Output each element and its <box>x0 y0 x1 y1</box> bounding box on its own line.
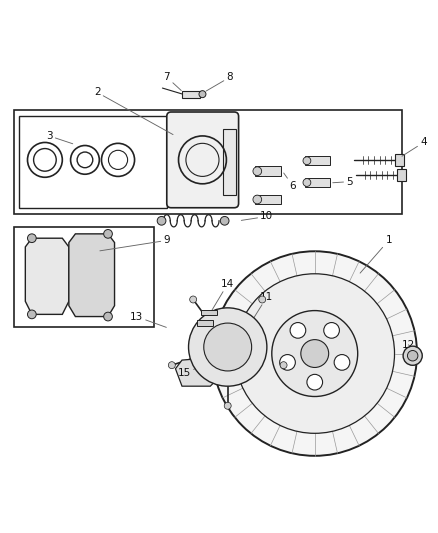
FancyBboxPatch shape <box>182 91 200 98</box>
Text: 13: 13 <box>130 312 166 327</box>
FancyBboxPatch shape <box>305 178 329 187</box>
Circle shape <box>212 251 417 456</box>
FancyBboxPatch shape <box>397 169 406 181</box>
Circle shape <box>188 308 267 386</box>
Text: 6: 6 <box>284 173 296 191</box>
Text: 5: 5 <box>333 176 353 187</box>
Circle shape <box>303 157 311 165</box>
Circle shape <box>272 311 358 397</box>
Circle shape <box>253 167 261 175</box>
Circle shape <box>290 322 306 338</box>
Circle shape <box>407 351 418 361</box>
Circle shape <box>307 374 322 390</box>
Circle shape <box>324 322 339 338</box>
Text: 12: 12 <box>402 340 415 350</box>
FancyBboxPatch shape <box>197 320 213 326</box>
Text: 3: 3 <box>46 131 73 144</box>
Circle shape <box>403 346 422 365</box>
Circle shape <box>28 310 36 319</box>
Text: 11: 11 <box>247 292 273 329</box>
Circle shape <box>224 402 231 409</box>
FancyBboxPatch shape <box>305 156 329 165</box>
FancyBboxPatch shape <box>14 110 402 214</box>
FancyBboxPatch shape <box>255 166 281 176</box>
FancyBboxPatch shape <box>19 116 167 208</box>
Text: 14: 14 <box>211 279 234 312</box>
Circle shape <box>303 179 311 187</box>
FancyBboxPatch shape <box>201 310 217 315</box>
Polygon shape <box>25 238 69 314</box>
Circle shape <box>280 354 295 370</box>
Circle shape <box>259 296 266 303</box>
Circle shape <box>253 195 261 204</box>
Circle shape <box>104 312 113 321</box>
FancyBboxPatch shape <box>167 112 239 208</box>
FancyBboxPatch shape <box>14 228 154 327</box>
Circle shape <box>199 91 206 98</box>
Circle shape <box>157 216 166 225</box>
Circle shape <box>280 362 287 369</box>
Text: 15: 15 <box>177 368 195 378</box>
Circle shape <box>235 274 395 433</box>
Text: 4: 4 <box>402 138 427 156</box>
Text: 2: 2 <box>94 87 173 135</box>
Text: 7: 7 <box>163 72 181 91</box>
Circle shape <box>204 323 252 371</box>
Text: 10: 10 <box>241 212 273 221</box>
FancyBboxPatch shape <box>395 154 403 166</box>
Polygon shape <box>69 234 115 317</box>
Circle shape <box>301 340 328 367</box>
Circle shape <box>104 230 113 238</box>
Circle shape <box>190 296 197 303</box>
FancyBboxPatch shape <box>255 195 281 204</box>
Circle shape <box>28 234 36 243</box>
Polygon shape <box>176 358 219 386</box>
Text: 8: 8 <box>206 72 233 91</box>
Text: 1: 1 <box>360 236 392 273</box>
FancyBboxPatch shape <box>223 130 237 195</box>
Circle shape <box>168 362 175 369</box>
Circle shape <box>334 354 350 370</box>
Text: 9: 9 <box>100 236 170 251</box>
Circle shape <box>220 216 229 225</box>
